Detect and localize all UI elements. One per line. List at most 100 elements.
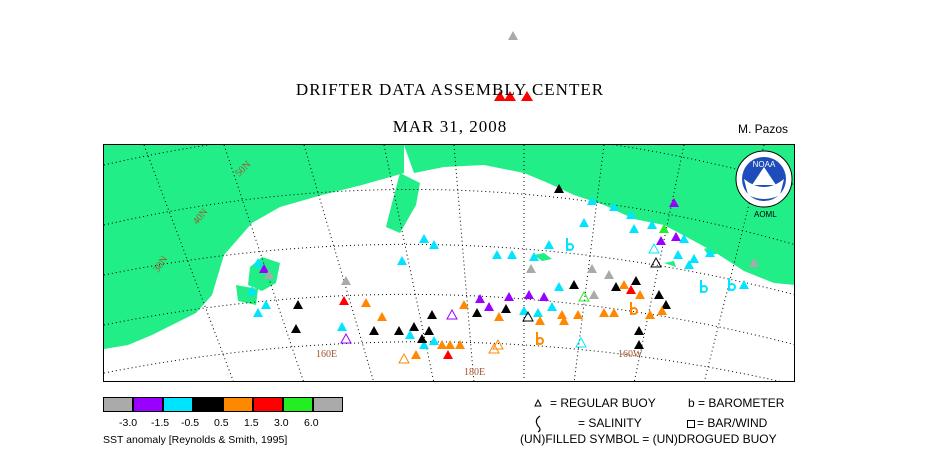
drifter-marker: [647, 220, 657, 229]
swatch-7: [283, 397, 313, 412]
drifter-marker: [630, 302, 639, 315]
key-symbols: [534, 398, 542, 433]
drifter-marker: [659, 224, 669, 233]
drifter-marker: [554, 184, 564, 193]
drifter-marker: [604, 270, 614, 279]
drifter-marker: [579, 218, 589, 227]
regular-buoy-icon: [534, 398, 542, 407]
drifter-marker: [377, 312, 387, 321]
tick-label: -1.5: [151, 417, 170, 429]
drifter-marker: [634, 340, 644, 349]
drifter-marker: [544, 240, 554, 249]
drifter-marker: [501, 304, 511, 313]
drifter-marker: [492, 250, 502, 259]
page-title: DRIFTER DATA ASSEMBLY CENTER: [295, 80, 605, 99]
drifter-marker: [739, 280, 749, 289]
drifter-marker: [547, 302, 557, 311]
drifter-marker: [253, 258, 263, 267]
drifter-marker: [405, 330, 415, 339]
asia-landmass: [104, 145, 404, 349]
drifter-marker: [437, 340, 447, 349]
drifter-marker: [337, 322, 347, 331]
tick-label: 3.0: [274, 417, 289, 429]
drifter-marker: [492, 338, 504, 350]
drifter-marker: [626, 285, 636, 294]
drifter-marker: [507, 250, 517, 259]
drifter-marker: [569, 280, 579, 289]
swatch-5: [223, 397, 253, 412]
drifter-marker: [504, 292, 514, 301]
date-label: MAR 31, 2008: [392, 117, 508, 136]
drifter-marker: [648, 242, 660, 254]
salinity-icon: [535, 415, 541, 433]
drifter-marker: [619, 280, 629, 289]
drifter-marker: [629, 224, 639, 233]
drifter-marker: [494, 312, 504, 321]
drifter-marker: [536, 332, 545, 345]
key-regular-buoy: = REGULAR BUOY: [550, 396, 656, 410]
stray-markers: [494, 31, 533, 101]
swatch-6: [253, 397, 283, 412]
drifter-marker: [526, 264, 536, 273]
tick-label: 0.5: [214, 417, 229, 429]
lon-label-180e: 180E: [464, 367, 485, 378]
drifter-marker: [443, 350, 453, 359]
drifter-marker: [340, 332, 352, 344]
drifter-marker: [522, 310, 534, 322]
key-drogue: (UN)FILLED SYMBOL = (UN)DROGUED BUOY: [520, 432, 777, 446]
drifter-marker: [419, 340, 429, 349]
tick-label: -0.5: [181, 417, 200, 429]
key-bar-wind: = BAR/WIND: [697, 416, 768, 430]
drifter-marker: [575, 336, 587, 348]
lon-label-160w: 160W: [618, 349, 643, 360]
drifter-marker: [341, 276, 351, 285]
land-masses: [104, 145, 794, 349]
drifter-marker: [475, 294, 485, 303]
drifter-marker: [533, 308, 543, 317]
drifter-marker: [609, 202, 619, 211]
drifter-marker: [573, 310, 583, 319]
drifter-marker: [524, 290, 534, 299]
swatch-3: [163, 397, 193, 412]
drifter-marker: [472, 308, 482, 317]
drifter-marker: [445, 340, 455, 349]
drifter-marker: [529, 252, 539, 261]
swatch-2: [133, 397, 163, 412]
drifter-marker: [626, 210, 636, 219]
drifter-marker: [424, 326, 434, 335]
drifter-marker: [635, 290, 645, 299]
drifter-marker: [671, 232, 681, 241]
drifter-marker: [397, 256, 407, 265]
drifter-marker: [700, 280, 709, 293]
drifter-marker: [429, 336, 439, 345]
drifter-marker: [411, 350, 421, 359]
drifter-marker: [369, 326, 379, 335]
drifter-marker: [611, 282, 621, 291]
noaa-logo: NOAA: [735, 150, 793, 208]
aoml-label: AOML: [754, 210, 777, 219]
drifter-marker: [291, 324, 301, 333]
drifter-marker: [673, 250, 683, 259]
drifter-map: NOAA AOML 50N 40N 30N 160E 180E 160W: [103, 144, 795, 382]
drifter-marker: [559, 316, 569, 325]
swatch-4: [193, 397, 223, 412]
drifter-marker: [409, 322, 419, 331]
drifter-marker: [645, 310, 655, 319]
drifter-marker: [554, 282, 564, 291]
drifter-marker: [519, 306, 529, 315]
tick-label: 1.5: [244, 417, 259, 429]
drifter-marker: [293, 300, 303, 309]
drifter-marker: [261, 300, 271, 309]
drifter-marker: [557, 310, 567, 319]
tick-label: -3.0: [119, 417, 138, 429]
drifter-marker: [361, 298, 371, 307]
drifter-marker: [253, 308, 263, 317]
drifter-marker: [599, 308, 609, 317]
drifter-marker: [398, 352, 410, 364]
drifter-marker: [587, 264, 597, 273]
kamchatka: [386, 173, 420, 233]
drifter-marker: [459, 300, 469, 309]
noaa-logo-text: NOAA: [753, 160, 776, 169]
swatch-1: [103, 397, 133, 412]
tick-label: 6.0: [304, 417, 319, 429]
